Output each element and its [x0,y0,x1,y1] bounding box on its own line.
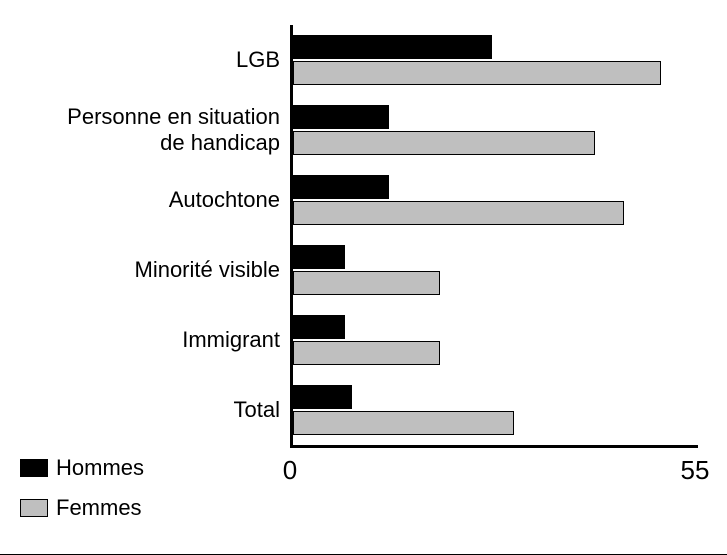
bar [293,315,345,339]
bar [293,385,352,409]
bar [293,411,514,435]
bar [293,131,595,155]
plot-area [290,25,698,448]
category-label: Immigrant [5,327,280,353]
x-tick-label: 0 [283,455,297,486]
category-label: Autochtone [5,187,280,213]
legend-label-hommes: Hommes [56,455,144,481]
bar [293,35,492,59]
category-label: Minorité visible [5,257,280,283]
x-tick-label: 55 [681,455,710,486]
legend: Hommes Femmes [20,455,144,535]
bar [293,271,440,295]
bar [293,341,440,365]
legend-item-hommes: Hommes [20,455,144,481]
category-label: Total [5,397,280,423]
bar [293,201,624,225]
bar [293,105,389,129]
legend-label-femmes: Femmes [56,495,142,521]
legend-item-femmes: Femmes [20,495,144,521]
legend-swatch-hommes [20,459,48,477]
category-label: Personne en situationde handicap [5,104,280,156]
bar [293,245,345,269]
bar [293,61,661,85]
legend-swatch-femmes [20,499,48,517]
chart-container: LGB Personne en situationde handicap Autoc… [0,0,727,555]
category-label: LGB [5,47,280,73]
bar [293,175,389,199]
